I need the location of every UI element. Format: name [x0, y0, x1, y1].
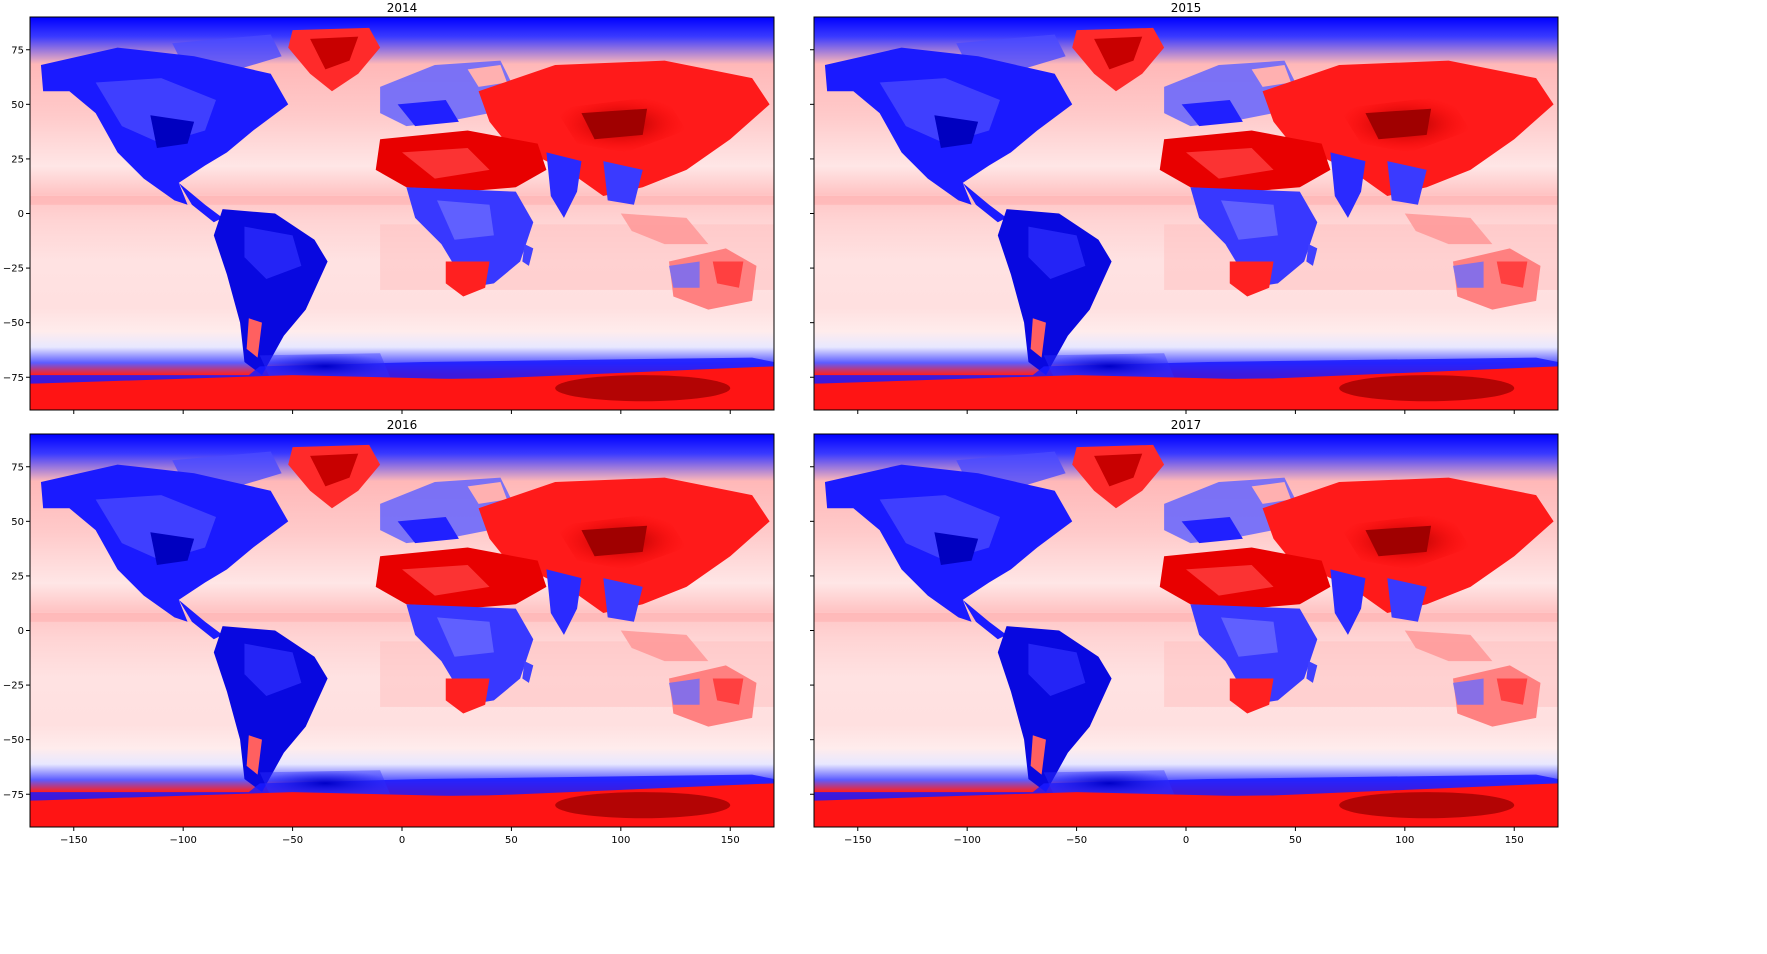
x-tick-label: −50 — [1066, 835, 1087, 846]
panel-title: 2016 — [387, 418, 418, 432]
x-tick-label: −50 — [282, 835, 303, 846]
x-tick-label: 100 — [611, 835, 630, 846]
heatmap-image — [814, 434, 1558, 827]
y-tick-label: 0 — [18, 209, 24, 220]
x-tick-label: 100 — [1395, 835, 1414, 846]
x-tick-label: −150 — [60, 835, 87, 846]
y-tick-label: −25 — [3, 264, 24, 275]
map-panel-2017: 2017 −150 −100 −50 0 50 100 150 — [810, 418, 1559, 846]
x-tick-label: −100 — [953, 835, 980, 846]
y-tick-label: 0 — [18, 626, 24, 637]
x-tick-label: −150 — [844, 835, 871, 846]
heatmap-image — [30, 17, 774, 410]
y-tick-label: 25 — [11, 571, 24, 582]
map-panel-2015: 2015 — [810, 1, 1559, 414]
map-panel-2014: 2014 75 50 25 0 −25 −50 −75 — [3, 1, 775, 414]
x-tick-label: 0 — [1183, 835, 1189, 846]
y-tick-label: 50 — [11, 100, 24, 111]
y-tick-label: −75 — [3, 373, 24, 384]
map-panel-2016: 2016 −150 −100 −50 0 50 100 150 75 50 25 0 −25 −50 −75 — [3, 418, 775, 846]
heatmap-image — [814, 17, 1558, 410]
panel-title: 2017 — [1171, 418, 1202, 432]
x-tick-label: 50 — [505, 835, 518, 846]
panel-title: 2014 — [387, 1, 418, 15]
y-tick-label: 75 — [11, 462, 24, 473]
y-tick-label: 25 — [11, 154, 24, 165]
x-tick-label: −100 — [169, 835, 196, 846]
y-tick-label: −25 — [3, 681, 24, 692]
y-tick-label: −75 — [3, 790, 24, 801]
y-tick-label: 50 — [11, 517, 24, 528]
y-tick-label: −50 — [3, 735, 24, 746]
y-tick-label: 75 — [11, 45, 24, 56]
x-tick-label: 150 — [721, 835, 740, 846]
x-tick-label: 50 — [1289, 835, 1302, 846]
x-tick-label: 150 — [1505, 835, 1524, 846]
y-tick-label: −50 — [3, 318, 24, 329]
heatmap-image — [30, 434, 774, 827]
panel-title: 2015 — [1171, 1, 1202, 15]
x-tick-label: 0 — [399, 835, 405, 846]
